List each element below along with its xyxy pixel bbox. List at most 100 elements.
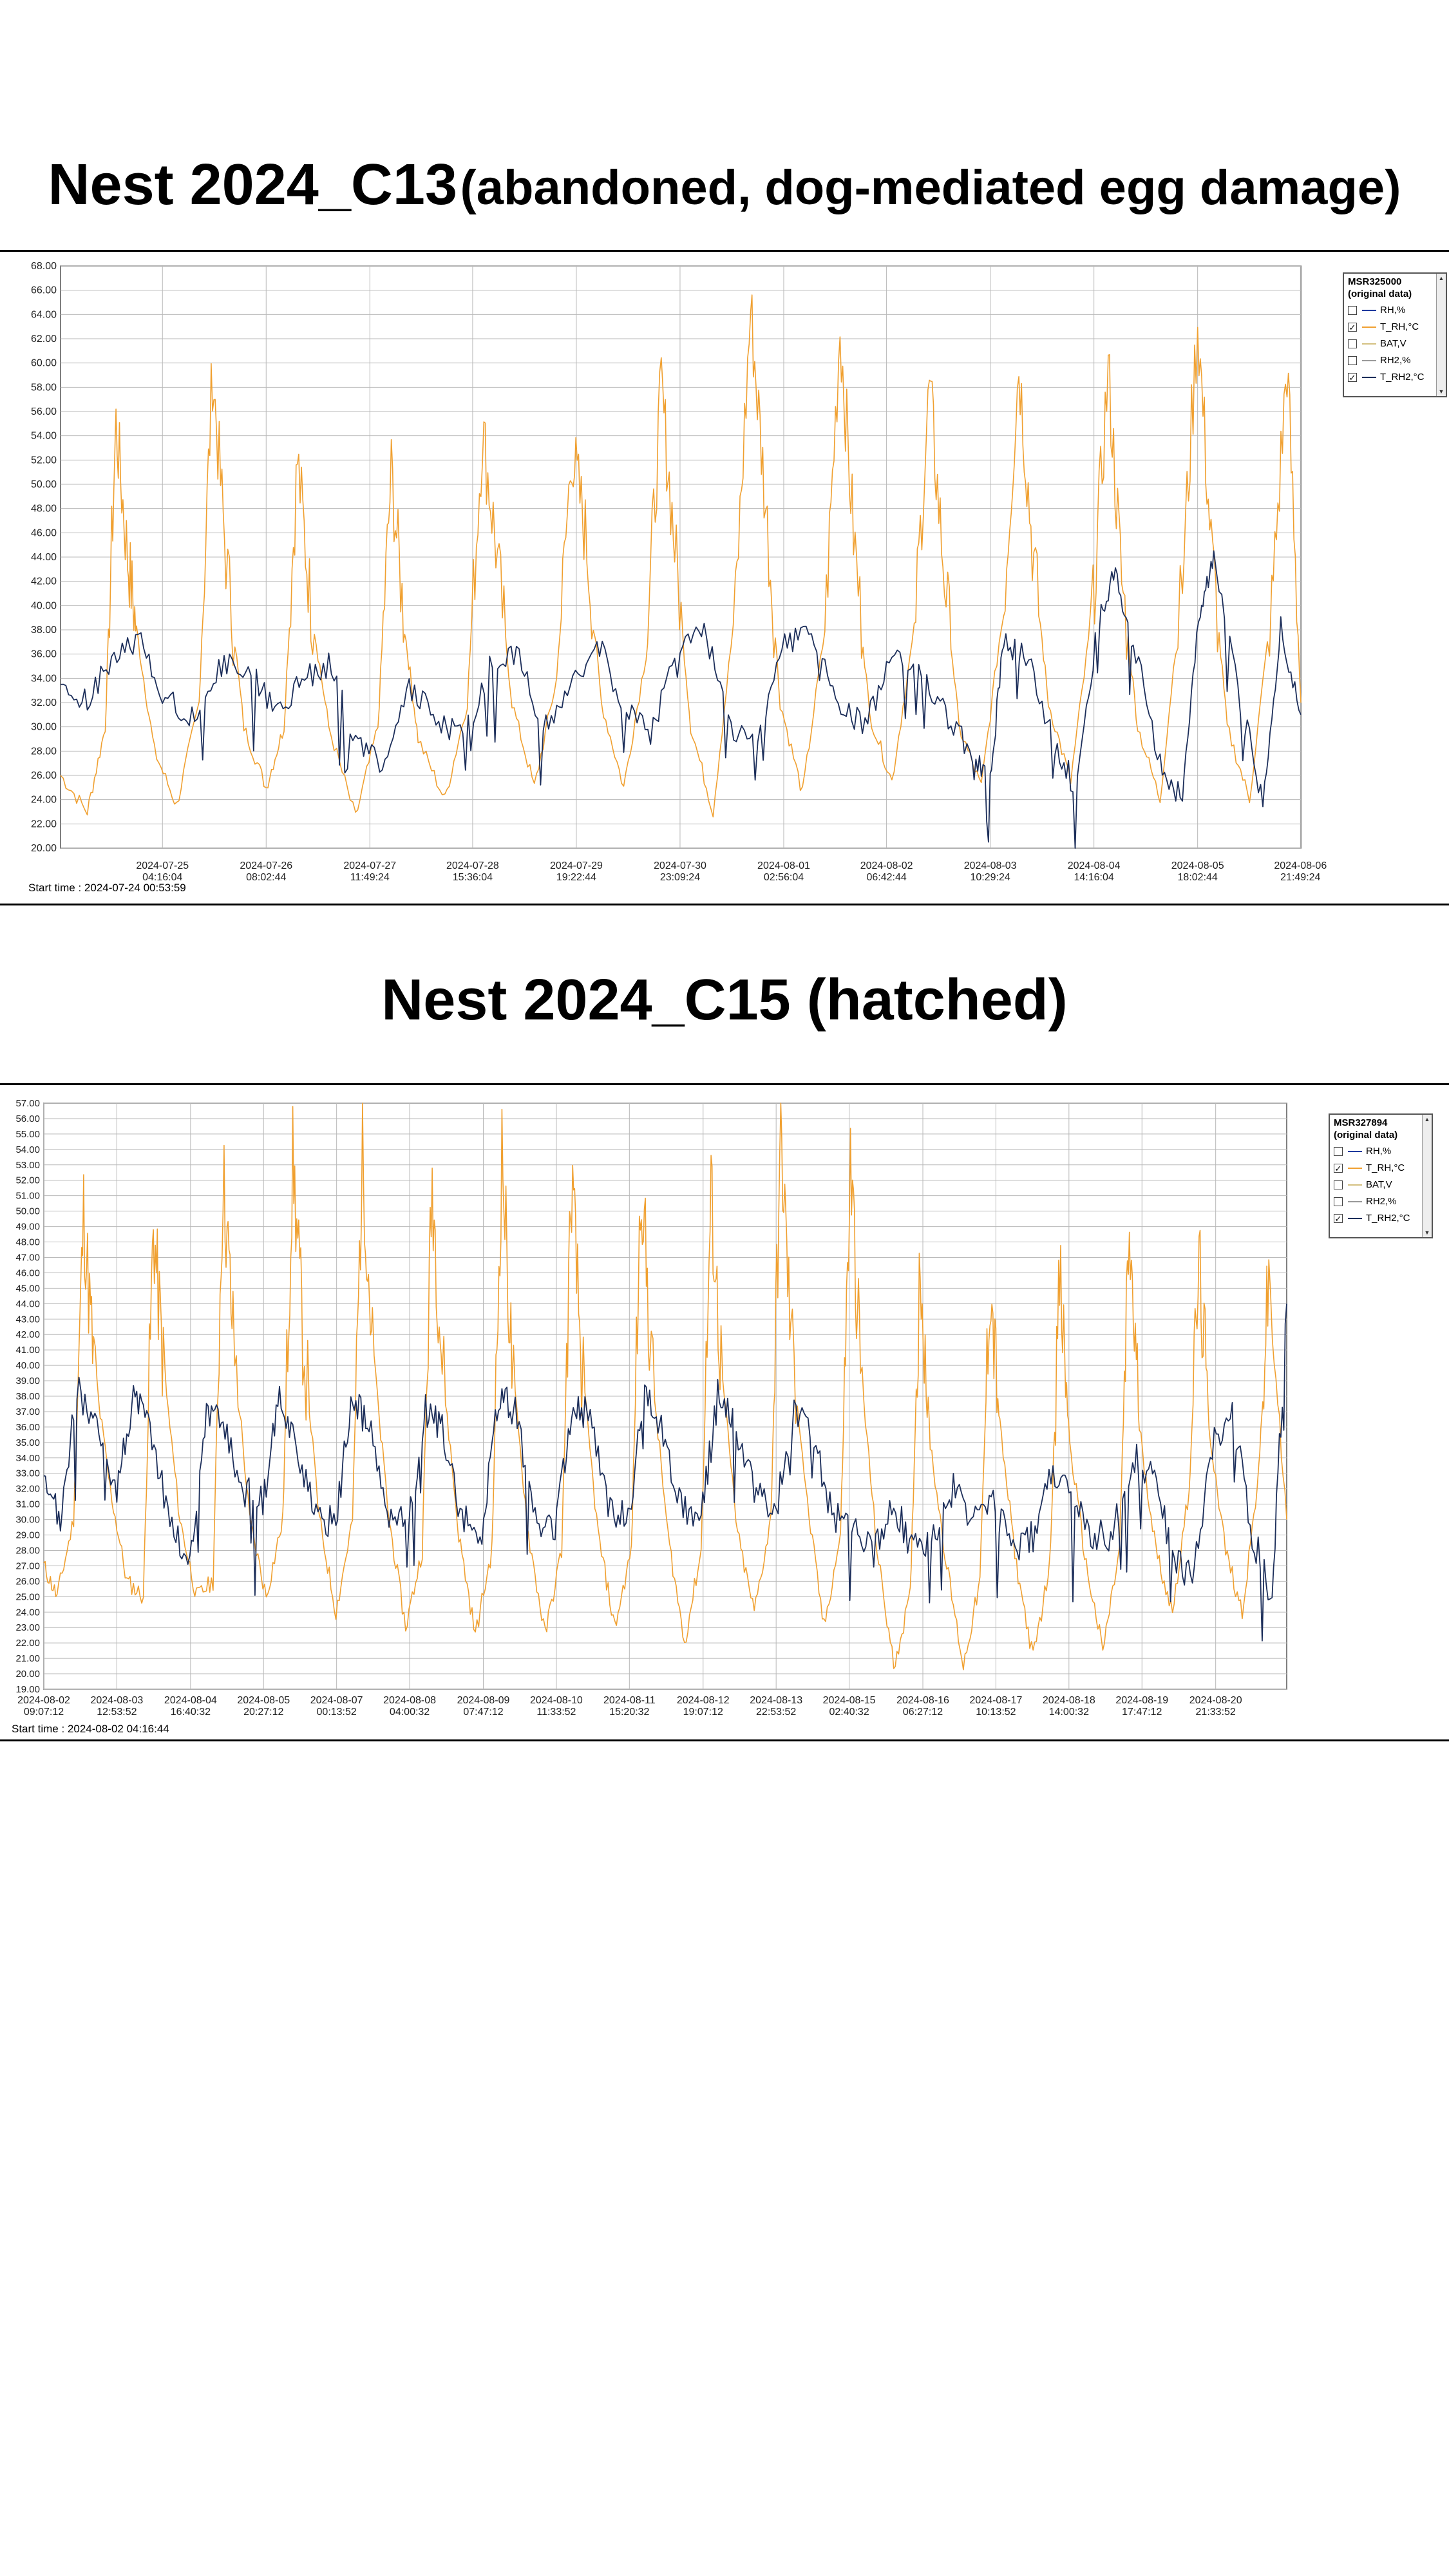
x-tick-time: 16:40:32 [171, 1707, 211, 1718]
legend-swatch [1362, 360, 1376, 361]
series-line-t-rh2-c [60, 550, 1302, 849]
chart-plot-c13: 20.00 22.00 24.00 26.00 28.00 30.00 32.00 34.00… [31, 261, 1327, 883]
y-tick-label: 40.00 [31, 600, 57, 611]
y-tick-label: 48.00 [15, 1237, 40, 1248]
y-tick-label: 62.00 [31, 334, 57, 345]
chart-plot-c15: 19.00 20.00 21.00 22.00 23.00 24.00 25.00 26.00… [15, 1098, 1287, 1718]
legend-checkbox[interactable] [1348, 339, 1357, 348]
y-tick-label: 45.00 [15, 1283, 40, 1294]
x-tick-date: 2024-08-04 [1068, 860, 1121, 871]
y-tick-label: 27.00 [15, 1560, 40, 1571]
x-tick-time: 00:13:52 [317, 1707, 357, 1718]
legend-checkbox[interactable]: ✓ [1334, 1214, 1343, 1224]
y-tick-label: 47.00 [15, 1252, 40, 1263]
legend-data-type: (original data) [1334, 1130, 1398, 1141]
legend-checkbox[interactable]: ✓ [1348, 323, 1357, 332]
x-tick-time: 22:53:52 [756, 1707, 796, 1718]
y-tick-label: 23.00 [15, 1622, 40, 1633]
legend-swatch [1362, 343, 1376, 345]
legend-checkbox[interactable] [1334, 1180, 1343, 1189]
x-tick-date: 2024-07-29 [550, 860, 603, 871]
x-tick-date: 2024-08-05 [237, 1695, 290, 1706]
y-tick-label: 41.00 [15, 1345, 40, 1356]
y-tick-label: 20.00 [31, 843, 57, 854]
scroll-down-icon[interactable]: ▼ [1424, 1229, 1430, 1236]
x-tick-time: 04:16:04 [142, 872, 182, 883]
chart-title-c15: Nest 2024_C15 (hatched) [0, 967, 1449, 1034]
x-tick-date: 2024-07-28 [446, 860, 499, 871]
y-tick-label: 37.00 [15, 1406, 40, 1417]
legend-swatch [1348, 1184, 1362, 1186]
x-tick-date: 2024-08-05 [1171, 860, 1224, 871]
legend-item[interactable]: ✓ T_RH,°C [1334, 1160, 1428, 1177]
x-tick-time: 11:49:24 [350, 872, 390, 883]
legend-logger-id: MSR325000 [1348, 276, 1402, 287]
y-tick-label: 42.00 [31, 576, 57, 587]
scroll-up-icon[interactable]: ▲ [1438, 275, 1444, 281]
x-tick-date: 2024-07-30 [654, 860, 706, 871]
legend-item[interactable]: BAT,V [1348, 336, 1442, 352]
legend-checkbox[interactable] [1348, 306, 1357, 315]
x-tick-date: 2024-08-11 [603, 1695, 656, 1706]
x-tick-time: 18:02:44 [1178, 872, 1218, 883]
x-tick-time: 15:20:32 [609, 1707, 649, 1718]
legend-item[interactable]: ✓ T_RH2,°C [1334, 1210, 1428, 1227]
x-tick-date: 2024-08-02 [17, 1695, 70, 1706]
x-tick-date: 2024-08-02 [860, 860, 913, 871]
x-tick-date: 2024-08-13 [750, 1695, 802, 1706]
legend-checkbox[interactable]: ✓ [1348, 373, 1357, 383]
y-tick-label: 21.00 [15, 1653, 40, 1664]
legend-item[interactable]: RH2,% [1348, 352, 1442, 369]
x-tick-time: 10:29:24 [970, 872, 1010, 883]
x-tick-date: 2024-08-04 [164, 1695, 217, 1706]
legend-item[interactable]: ✓ T_RH2,°C [1348, 369, 1442, 386]
legend-header: MSR327894 (original data) [1334, 1117, 1428, 1141]
legend-item[interactable]: RH,% [1334, 1143, 1428, 1160]
legend-swatch [1362, 377, 1376, 378]
legend-checkbox[interactable] [1334, 1147, 1343, 1156]
legend-label: T_RH,°C [1380, 321, 1419, 332]
y-tick-label: 22.00 [31, 819, 57, 829]
start-time-label: Start time : 2024-07-24 00:53:59 [28, 882, 186, 894]
legend-label: BAT,V [1366, 1179, 1392, 1190]
y-tick-label: 22.00 [15, 1638, 40, 1649]
x-tick-date: 2024-08-03 [964, 860, 1017, 871]
legend-checkbox[interactable] [1334, 1197, 1343, 1206]
x-tick-date: 2024-08-15 [823, 1695, 876, 1706]
legend-c15: MSR327894 (original data) RH,% ✓ T_RH,°C BA… [1329, 1113, 1433, 1238]
legend-scrollbar[interactable]: ▲ ▼ [1436, 274, 1446, 396]
legend-label: T_RH2,°C [1380, 372, 1425, 383]
y-tick-label: 55.00 [15, 1129, 40, 1140]
y-tick-label: 54.00 [15, 1144, 40, 1155]
legend-item[interactable]: ✓ T_RH,°C [1348, 319, 1442, 336]
y-tick-label: 19.00 [15, 1684, 40, 1695]
y-tick-label: 56.00 [31, 406, 57, 417]
y-tick-label: 68.00 [31, 261, 57, 272]
x-tick-date: 2024-08-10 [530, 1695, 583, 1706]
legend-scrollbar[interactable]: ▲ ▼ [1422, 1115, 1432, 1237]
x-tick-date: 2024-08-16 [896, 1695, 949, 1706]
scroll-down-icon[interactable]: ▼ [1438, 388, 1444, 395]
legend-c13: MSR325000 (original data) RH,% ✓ T_RH,°C BA… [1343, 272, 1447, 397]
x-tick-date: 2024-08-09 [457, 1695, 510, 1706]
legend-item[interactable]: BAT,V [1334, 1177, 1428, 1193]
y-tick-label: 24.00 [31, 795, 57, 806]
x-tick-time: 19:22:44 [556, 872, 596, 883]
scroll-up-icon[interactable]: ▲ [1424, 1116, 1430, 1122]
y-tick-label: 24.00 [15, 1607, 40, 1618]
x-tick-date: 2024-08-20 [1189, 1695, 1242, 1706]
legend-checkbox[interactable] [1348, 356, 1357, 365]
legend-swatch [1348, 1168, 1362, 1169]
y-tick-label: 20.00 [15, 1669, 40, 1680]
chart-panel-c15: 19.00 20.00 21.00 22.00 23.00 24.00 25.00 26.00… [0, 1083, 1449, 1741]
legend-checkbox[interactable]: ✓ [1334, 1164, 1343, 1173]
x-tick-date: 2024-08-01 [757, 860, 810, 871]
y-tick-label: 32.00 [31, 697, 57, 708]
legend-item[interactable]: RH2,% [1334, 1193, 1428, 1210]
legend-swatch [1348, 1218, 1362, 1219]
y-tick-label: 50.00 [15, 1206, 40, 1217]
legend-data-type: (original data) [1348, 289, 1412, 299]
legend-item[interactable]: RH,% [1348, 302, 1442, 319]
y-tick-label: 49.00 [15, 1222, 40, 1233]
x-tick-date: 2024-08-12 [677, 1695, 730, 1706]
